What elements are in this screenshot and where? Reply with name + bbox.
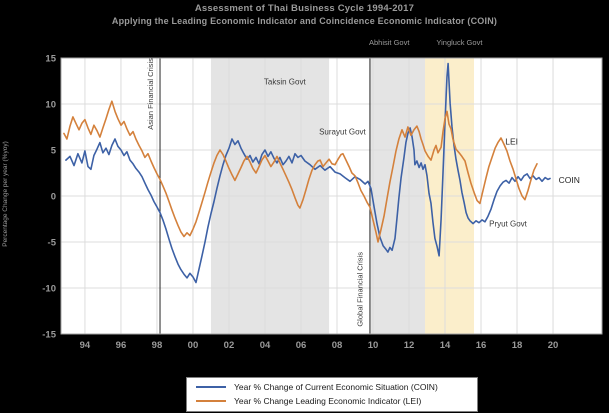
plot-frame: [60, 57, 603, 335]
taksin-govt-label: Taksin Govt: [264, 78, 307, 87]
chart-subtitle: Applying the Leading Economic Indicator …: [111, 16, 498, 26]
y-tick-label: 0: [51, 192, 56, 203]
legend-item-coin: Year % Change of Current Economic Situat…: [196, 381, 471, 393]
coin-series-label: COIN: [559, 175, 580, 185]
x-tick-label: 12: [404, 340, 415, 351]
x-tick-label: 96: [116, 340, 127, 351]
y-tick-label: -10: [42, 284, 56, 295]
y-tick-label: 10: [45, 100, 56, 111]
coin-line-swatch: [196, 386, 226, 388]
y-tick-label: 5: [51, 146, 57, 157]
chart-title: Assessment of Thai Business Cycle 1994-2…: [194, 3, 415, 14]
x-tick-label: 18: [512, 340, 523, 351]
x-tick-label: 02: [224, 340, 235, 351]
x-tick-label: 98: [152, 340, 163, 351]
x-tick-label: 14: [440, 340, 451, 351]
chart-legend: Year % Change of Current Economic Situat…: [186, 377, 478, 412]
legend-label-coin: Year % Change of Current Economic Situat…: [234, 382, 438, 392]
x-tick-label: 00: [188, 340, 199, 351]
y-axis-label: Percentage Change per year (%yoy): [2, 141, 9, 247]
x-tick-label: 16: [476, 340, 487, 351]
x-tick-label: 08: [332, 340, 343, 351]
y-tick-label: -5: [48, 238, 57, 249]
lei-line-swatch: [196, 400, 226, 402]
x-tick-label: 10: [368, 340, 379, 351]
x-tick-label: 04: [260, 340, 271, 351]
legend-label-lei: Year % Change Leading Economic Indicator…: [234, 396, 422, 406]
pryut-govt-label: Pryut Govt: [489, 219, 528, 228]
yingluck-govt-label: Yingluck Govt: [436, 38, 483, 47]
legend-item-lei: Year % Change Leading Economic Indicator…: [196, 395, 471, 407]
x-tick-label: 20: [548, 340, 559, 351]
global-crisis-label: Global Financial Crisis: [356, 252, 365, 327]
surayut-govt-label: Surayut Govt: [319, 127, 366, 136]
series-coin-line: [65, 62, 551, 284]
y-tick-label: 15: [45, 54, 56, 65]
series-lei-line: [63, 100, 538, 243]
asian-crisis-label: Asian Financial Crisis: [146, 58, 155, 130]
lei-series-label: LEI: [505, 136, 518, 146]
x-tick-label: 94: [80, 340, 91, 351]
y-tick-label: -15: [42, 330, 56, 341]
abhisit-govt-label: Abhisit Govt: [369, 38, 410, 47]
x-tick-label: 06: [296, 340, 307, 351]
